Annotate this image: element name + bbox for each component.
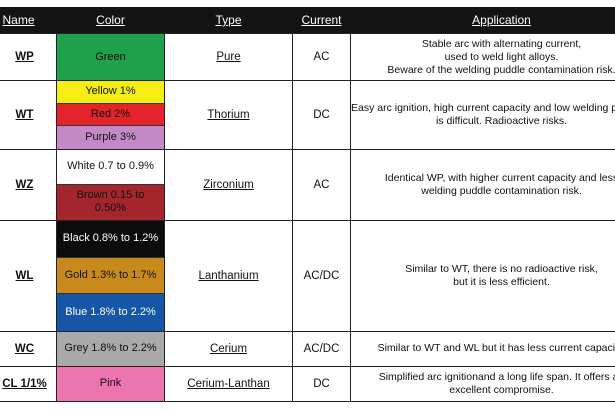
application-cell: Similar to WT and WL but it has less cur… — [350, 330, 615, 367]
electrode-type: Cerium — [164, 330, 293, 367]
color-cell: Black 0.8% to 1.2% Gold 1.3% to 1.7% Blue … — [56, 219, 165, 332]
color-cell: Grey 1.8% to 2.2% — [56, 330, 165, 367]
color-label: Gold 1.3% to 1.7% — [64, 268, 157, 281]
color-label: Black 0.8% to 1.2% — [62, 232, 159, 245]
application-line: but it is less efficient. — [453, 275, 550, 288]
application-cell: Similar to WT, there is no radioactive r… — [350, 219, 615, 332]
color-label: Purple 3% — [85, 131, 136, 144]
application-line: Stable arc with alternating current, — [421, 37, 582, 50]
color-label: Green — [95, 50, 126, 63]
application-line: Simplified arc ignitionand a long life s… — [378, 370, 615, 383]
table-row: WL Black 0.8% to 1.2% Gold 1.3% to 1.7% Blu… — [0, 219, 615, 332]
electrode-name: CL 1/1% — [0, 365, 57, 402]
color-label: Grey 1.8% to 2.2% — [64, 342, 157, 355]
electrode-name: WT — [0, 80, 57, 150]
color-cell: Yellow 1% Red 2% Purple 3% — [56, 80, 165, 150]
electrode-name: WP — [0, 33, 57, 81]
electrode-name: WL — [0, 219, 57, 332]
application-line: Similar to WT and WL but it has less cur… — [377, 342, 615, 355]
application-cell: Identical WP, with higher current capaci… — [350, 148, 615, 221]
color-swatch: Green — [57, 34, 164, 80]
table-body: WP Green Pure AC Stable arc with alternating… — [0, 33, 615, 402]
electrode-type: Zirconium — [164, 148, 293, 221]
electrode-type: Cerium-Lanthan — [164, 365, 293, 402]
electrode-name: WC — [0, 330, 57, 367]
current-type: AC/DC — [292, 219, 351, 332]
current-type: AC/DC — [292, 330, 351, 367]
color-swatch: Blue 1.8% to 2.2% — [57, 294, 164, 331]
current-type: AC — [292, 148, 351, 221]
color-swatch: Grey 1.8% to 2.2% — [57, 331, 164, 366]
application-line: welding puddle contamination risk. — [421, 184, 582, 197]
color-label: White 0.7 to 0.9% — [67, 160, 154, 173]
tungsten-electrode-table: Name Color Type Current Application WP Gr… — [0, 7, 615, 402]
application-line: Easy arc ignition, high current capacity… — [351, 101, 615, 114]
application-cell: Simplified arc ignitionand a long life s… — [350, 365, 615, 402]
color-label: Blue 1.8% to 2.2% — [65, 306, 156, 319]
color-cell: White 0.7 to 0.9% Brown 0.15 to 0.50% — [56, 148, 165, 221]
application-line: used to weld light alloys. — [444, 50, 559, 63]
table-row: WC Grey 1.8% to 2.2% Cerium AC/DC Similar to… — [0, 330, 615, 367]
table-row: WZ White 0.7 to 0.9% Brown 0.15 to 0.50% Zi… — [0, 148, 615, 221]
application-cell: Stable arc with alternating current, used… — [350, 33, 615, 81]
header-application: Application — [350, 7, 615, 34]
table-row: WT Yellow 1% Red 2% Purple 3% Thorium DC Easy … — [0, 80, 615, 150]
header-type: Type — [164, 7, 293, 34]
electrode-name: WZ — [0, 148, 57, 221]
header-name: Name — [0, 7, 57, 34]
color-swatch: Purple 3% — [57, 126, 164, 149]
color-swatch: Brown 0.15 to 0.50% — [57, 184, 164, 220]
color-swatch: Gold 1.3% to 1.7% — [57, 257, 164, 295]
current-type: AC — [292, 33, 351, 81]
color-swatch: Black 0.8% to 1.2% — [57, 220, 164, 258]
color-swatch: Pink — [57, 366, 164, 401]
application-line: Identical WP, with higher current capaci… — [384, 171, 615, 184]
current-type: DC — [292, 80, 351, 150]
color-label: Yellow 1% — [85, 85, 136, 98]
color-swatch: Yellow 1% — [57, 81, 164, 104]
header-current: Current — [292, 7, 351, 34]
electrode-type: Pure — [164, 33, 293, 81]
application-line: excellent compromise. — [449, 383, 554, 396]
header-color: Color — [56, 7, 165, 34]
color-label: Red 2% — [90, 107, 131, 120]
current-type: DC — [292, 365, 351, 402]
color-label: Brown 0.15 to 0.50% — [76, 189, 145, 215]
electrode-type: Lanthanium — [164, 219, 293, 332]
color-swatch: Red 2% — [57, 103, 164, 127]
color-swatch: White 0.7 to 0.9% — [57, 149, 164, 185]
application-line: is difficult. Radioactive risks. — [435, 114, 568, 127]
application-line: Similar to WT, there is no radioactive r… — [405, 262, 598, 275]
electrode-type: Thorium — [164, 80, 293, 150]
application-line: Beware of the welding puddle contaminati… — [387, 63, 615, 76]
color-label: Pink — [99, 377, 122, 390]
color-cell: Pink — [56, 365, 165, 402]
application-cell: Easy arc ignition, high current capacity… — [350, 80, 615, 150]
color-cell: Green — [56, 33, 165, 81]
header-row: Name Color Type Current Application — [0, 7, 615, 34]
table-header: Name Color Type Current Application — [0, 7, 615, 34]
table-row: WP Green Pure AC Stable arc with alternating… — [0, 33, 615, 81]
table-row: CL 1/1% Pink Cerium-Lanthan DC Simplified ar… — [0, 365, 615, 402]
